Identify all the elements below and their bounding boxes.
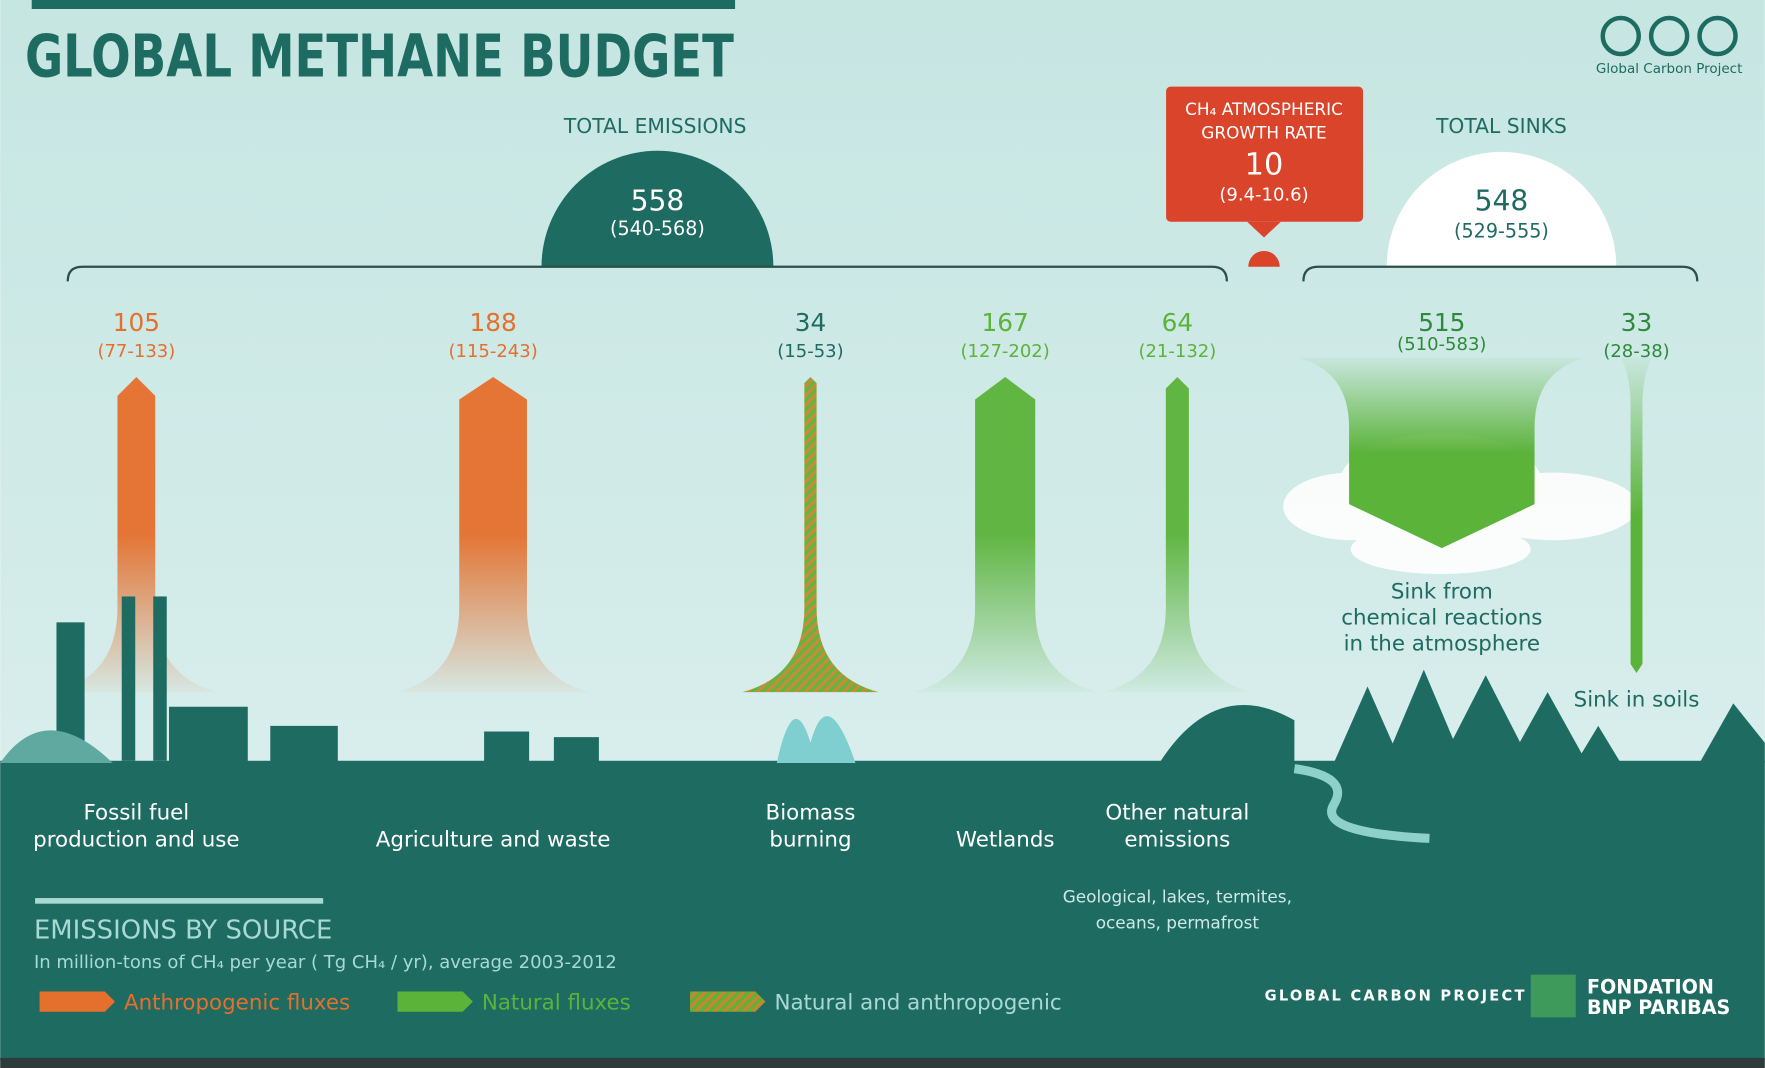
legend-label: Natural and anthropogenic [774,990,1061,1015]
emission-arrow [55,377,218,693]
sink-label: chemical reactions [1341,606,1542,631]
source-value: 167 [982,308,1029,337]
legend-swatch [397,991,473,1012]
sink-range: (510-583) [1397,334,1486,355]
sink-label: Sink from [1391,580,1493,605]
bnp-logo: FONDATION [1587,976,1714,999]
growth-range: (9.4-10.6) [1219,184,1308,205]
source-note: Geological, lakes, termites, [1063,887,1292,907]
sinks-range: (529-555) [1454,219,1549,242]
source-label: Fossil fuel [84,800,190,825]
bnp-logo: BNP PARIBAS [1587,996,1730,1019]
source-label: production and use [33,827,239,852]
emissions-range: (540-568) [610,217,705,240]
credit: Global Carbon Project [1596,61,1742,77]
source-range: (77-133) [97,341,175,362]
source-value: 105 [113,308,160,337]
growth-pointer [1247,221,1281,238]
landscape [0,596,1765,1068]
license-icons [1600,15,1738,57]
sinks-title: TOTAL SINKS [1435,114,1567,138]
emission-arrow [913,377,1098,693]
sinks-value: 548 [1475,184,1529,217]
legend-title: EMISSIONS BY SOURCE [34,916,332,946]
source-label: Other natural [1105,800,1249,825]
source-label: emissions [1124,827,1230,852]
sink-value: 33 [1621,308,1652,337]
emission-arrow [742,377,879,693]
growth-title: CH₄ ATMOSPHERIC [1185,99,1343,119]
sinks-bracket [1302,265,1699,282]
emission-arrow [397,377,589,693]
title: GLOBAL METHANE BUDGET [25,23,734,91]
emission-arrow [1103,377,1251,693]
growth-box [1166,86,1364,222]
source-value: 188 [469,308,516,337]
bnp-mark [1530,974,1576,1018]
source-note: oceans, permafrost [1096,912,1260,932]
sink-label: Sink in soils [1574,688,1700,713]
source-value: 64 [1162,308,1193,337]
source-label: burning [769,827,851,852]
legend-rule [35,898,324,904]
sink-label: in the atmosphere [1344,631,1540,656]
source-label: Agriculture and waste [376,827,611,852]
emissions-title: TOTAL EMISSIONS [563,114,747,138]
source-label: Biomass [766,800,856,825]
growth-value: 10 [1245,147,1284,182]
emissions-dome [541,150,774,267]
emissions-bracket [66,265,1228,282]
sink-value: 515 [1418,308,1465,337]
source-value: 34 [795,308,827,337]
sink-range: (28-38) [1603,341,1669,362]
legend-label: Anthropogenic fluxes [124,990,350,1015]
legend-swatch [39,991,115,1012]
legend-swatch [690,991,766,1012]
sink-arrow [1621,357,1652,673]
top-bar [31,0,736,10]
growth-title: GROWTH RATE [1201,122,1326,142]
source-range: (115-243) [448,341,537,362]
sink-arrow [1298,357,1586,549]
source-label: Wetlands [956,827,1055,852]
growth-dot [1248,250,1280,267]
flows [55,357,1652,693]
sinks-dome [1386,151,1617,267]
source-range: (127-202) [961,341,1050,362]
source-range: (21-132) [1138,341,1216,362]
emissions-value: 558 [631,184,685,217]
gcp-logo: GLOBAL CARBON PROJECT [1265,987,1527,1004]
legend-label: Natural fluxes [482,990,631,1015]
legend-subtitle: In million-tons of CH₄ per year ( Tg CH₄… [34,952,617,973]
source-range: (15-53) [777,341,843,362]
legend: Anthropogenic fluxes Natural fluxes Natura… [39,990,1062,1015]
